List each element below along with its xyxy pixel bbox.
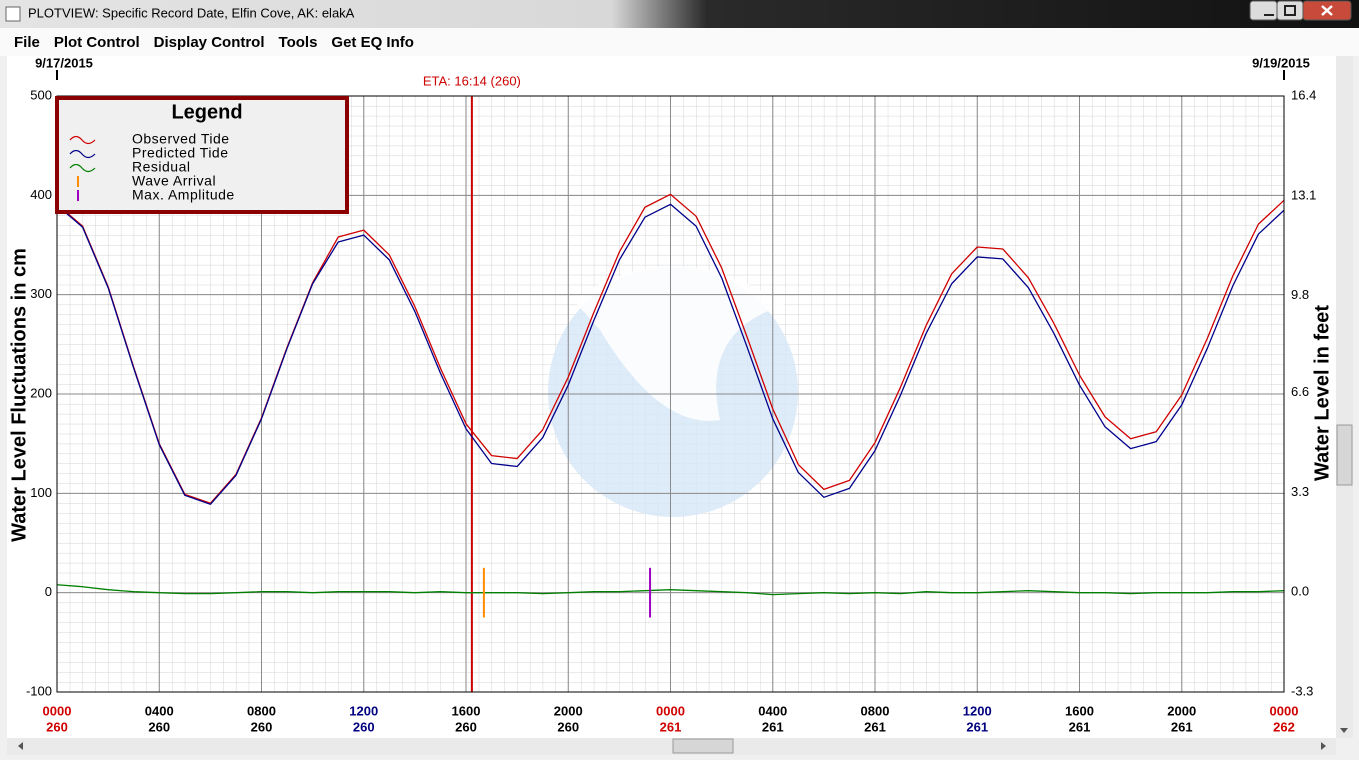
legend-label: Observed Tide (132, 131, 230, 147)
y-axis-title: Water Level Fluctuations in cm (8, 248, 30, 542)
vertical-scrollbar[interactable] (1336, 56, 1353, 738)
y-tick-label: 200 (30, 385, 52, 400)
x-tick-label: 0400 (145, 703, 174, 718)
y-tick-label: 0 (45, 584, 52, 599)
eta-label: ETA: 16:14 (260) (423, 73, 521, 88)
y2-axis-title: Water Level in feet (1311, 305, 1333, 481)
menu-item[interactable]: Tools (279, 34, 318, 51)
x-tick-day: 260 (46, 719, 68, 734)
legend-symbol (69, 149, 96, 159)
y-tick-label: 500 (30, 87, 52, 102)
window-title: PLOTVIEW: Specific Record Date, Elfin Co… (28, 5, 355, 20)
x-tick-day: 262 (1273, 719, 1295, 734)
start-date: 9/17/2015 (35, 55, 93, 70)
x-tick-label: 0800 (247, 703, 276, 718)
y-tick-label: 400 (30, 187, 52, 202)
maximize-icon (1284, 5, 1296, 16)
app-icon (5, 6, 21, 22)
x-tick-label: 1600 (452, 703, 481, 718)
legend-symbol (69, 135, 96, 145)
menu-item[interactable]: Display Control (154, 34, 265, 51)
legend-title: Legend (171, 101, 242, 123)
legend-label: Predicted Tide (132, 145, 229, 161)
y2-tick-label: 9.8 (1291, 287, 1309, 302)
series-line (56, 203, 1285, 505)
y2-tick-label: 0.0 (1291, 584, 1309, 599)
x-tick-day: 261 (660, 719, 682, 734)
x-tick-label: 1200 (349, 703, 378, 718)
x-tick-day: 260 (251, 719, 273, 734)
x-tick-label: 0000 (43, 703, 72, 718)
x-tick-label: 2000 (1167, 703, 1196, 718)
x-tick-day: 261 (864, 719, 886, 734)
minimize-icon (1264, 14, 1274, 16)
scroll-down-arrow[interactable] (1340, 728, 1348, 733)
x-tick-label: 0000 (1270, 703, 1299, 718)
x-tick-label: 0400 (758, 703, 787, 718)
y-tick-label: -100 (26, 683, 52, 698)
y2-tick-label: 3.3 (1291, 484, 1309, 499)
horizontal-scrollbar[interactable] (7, 738, 1336, 755)
x-tick-day: 260 (455, 719, 477, 734)
x-tick-label: 0000 (656, 703, 685, 718)
x-tick-day: 260 (353, 719, 375, 734)
horizontal-scroll-thumb[interactable] (672, 738, 734, 754)
y2-tick-label: 16.4 (1291, 87, 1316, 102)
x-tick-day: 261 (762, 719, 784, 734)
legend-symbol (69, 163, 96, 173)
maximize-button[interactable] (1276, 0, 1304, 21)
menu-item[interactable]: Plot Control (54, 34, 140, 51)
x-tick-label: 0800 (861, 703, 890, 718)
x-tick-label: 2000 (554, 703, 583, 718)
minimize-button[interactable] (1249, 0, 1278, 21)
menu-item[interactable]: Get EQ Info (331, 34, 414, 51)
x-tick-day: 261 (1069, 719, 1091, 734)
menu-item[interactable]: File (14, 34, 40, 51)
legend-label: Wave Arrival (132, 173, 216, 189)
title-bar (0, 0, 1359, 28)
legend-box (55, 96, 349, 214)
y-tick-label: 300 (30, 286, 52, 301)
legend-label: Max. Amplitude (132, 187, 235, 203)
end-date: 9/19/2015 (1252, 55, 1310, 70)
y-tick-label: 100 (30, 485, 52, 500)
legend-label: Residual (132, 159, 190, 175)
y2-tick-label: 13.1 (1291, 187, 1316, 202)
series-line (56, 584, 1285, 596)
x-tick-label: 1600 (1065, 703, 1094, 718)
x-tick-day: 261 (1171, 719, 1193, 734)
close-icon (1321, 5, 1333, 16)
x-tick-label: 1200 (963, 703, 992, 718)
x-tick-day: 260 (557, 719, 579, 734)
y2-tick-label: 6.6 (1291, 384, 1309, 399)
x-tick-day: 261 (966, 719, 988, 734)
x-tick-day: 260 (148, 719, 170, 734)
menu-bar (0, 28, 1359, 56)
plot-frame (56, 95, 1285, 693)
y2-tick-label: -3.3 (1291, 683, 1313, 698)
vertical-scroll-thumb[interactable] (1336, 424, 1353, 486)
